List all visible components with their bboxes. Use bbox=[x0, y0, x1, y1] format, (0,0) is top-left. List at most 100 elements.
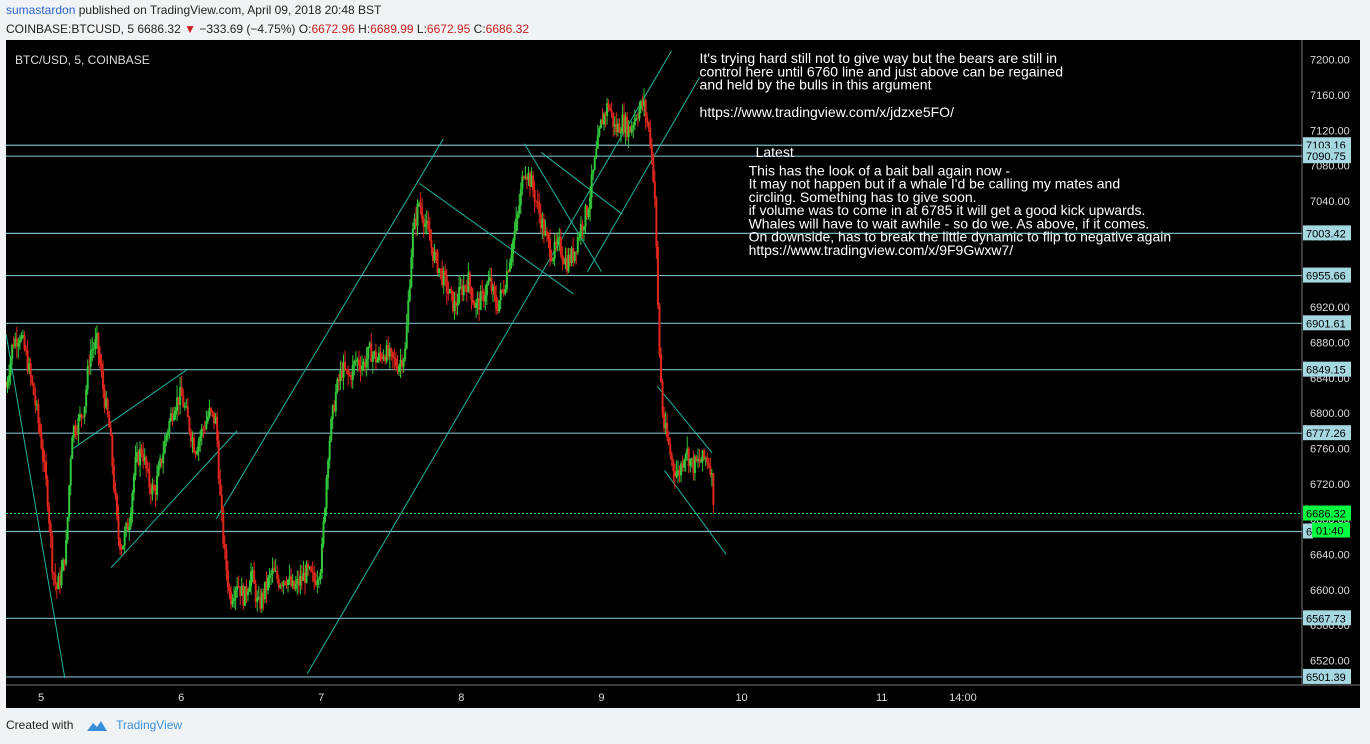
candle-body bbox=[57, 575, 60, 590]
candle-body bbox=[690, 458, 693, 460]
candle-body bbox=[499, 289, 502, 301]
candle-body bbox=[698, 458, 701, 462]
candle-body bbox=[495, 295, 498, 309]
candle-body bbox=[322, 521, 325, 545]
candle-body bbox=[228, 587, 231, 592]
trend-line bbox=[215, 138, 444, 520]
candle-body bbox=[626, 117, 629, 138]
candle-body bbox=[344, 362, 347, 370]
candle-body bbox=[288, 576, 291, 580]
candle-body bbox=[125, 523, 128, 532]
tradingview-logo-icon[interactable] bbox=[85, 719, 109, 733]
candle-body bbox=[38, 422, 41, 434]
candle-body bbox=[106, 399, 109, 415]
candle-body bbox=[34, 394, 37, 406]
candle-body bbox=[525, 176, 528, 180]
candle-body bbox=[78, 414, 81, 418]
candle-body bbox=[707, 463, 710, 466]
candle-body bbox=[186, 406, 189, 418]
candle-body bbox=[299, 575, 302, 586]
candle-body bbox=[535, 201, 538, 203]
y-tick-label: 6760.00 bbox=[1310, 443, 1350, 455]
candle-body bbox=[703, 450, 706, 459]
candle-body bbox=[171, 413, 174, 421]
candle-body bbox=[414, 218, 417, 226]
candle-body bbox=[334, 391, 337, 412]
candle-body bbox=[524, 176, 527, 179]
candle-body bbox=[305, 563, 308, 583]
candle-body bbox=[592, 169, 595, 174]
candle-body bbox=[390, 348, 393, 353]
candle-body bbox=[327, 460, 330, 478]
candle-body bbox=[274, 570, 277, 572]
candle-body bbox=[11, 344, 14, 360]
candle-body bbox=[8, 375, 11, 382]
chart-svg[interactable]: 6520.006560.006600.006640.006680.006720.… bbox=[6, 40, 1360, 708]
candle-body bbox=[374, 351, 377, 363]
candle-body bbox=[425, 220, 428, 224]
candle-body bbox=[471, 299, 474, 304]
tradingview-link[interactable]: TradingView bbox=[116, 718, 183, 732]
candle-body bbox=[154, 489, 157, 495]
candle-body bbox=[290, 576, 293, 586]
candle-body bbox=[313, 572, 316, 582]
candle-body bbox=[103, 389, 106, 408]
candle-body bbox=[541, 218, 544, 229]
y-tick-label: 6880.00 bbox=[1310, 337, 1350, 349]
candle-body bbox=[74, 425, 77, 434]
candle-body bbox=[86, 365, 89, 390]
candle-body bbox=[300, 575, 303, 581]
candle-body bbox=[422, 218, 425, 227]
candle-body bbox=[137, 452, 140, 465]
candle-body bbox=[237, 586, 240, 588]
candle-body bbox=[408, 286, 411, 301]
symbol-header: COINBASE:BTCUSD, 5 6686.32 ▼ −333.69 (−4… bbox=[6, 22, 529, 36]
candle-body bbox=[115, 495, 118, 517]
candle-body bbox=[41, 448, 44, 462]
candle-body bbox=[285, 583, 288, 585]
trend-line bbox=[419, 182, 574, 295]
annotation-text: if volume was to come in at 6785 it will… bbox=[749, 202, 1146, 218]
candle-body bbox=[152, 484, 155, 490]
candle-body bbox=[618, 123, 621, 133]
candle-body bbox=[399, 359, 402, 367]
level-price-tag bbox=[1303, 610, 1351, 626]
candle-body bbox=[109, 427, 112, 436]
candle-body bbox=[356, 359, 359, 362]
trend-line bbox=[664, 470, 727, 555]
candle-body bbox=[632, 125, 635, 128]
candle-body bbox=[223, 543, 226, 549]
candle-body bbox=[646, 117, 649, 123]
y-tick-label: 6640.00 bbox=[1310, 549, 1350, 561]
candle-body bbox=[680, 463, 683, 476]
candle-body bbox=[273, 567, 276, 571]
candle-body bbox=[308, 566, 311, 568]
candle-body bbox=[287, 579, 290, 585]
candle-body bbox=[462, 285, 465, 296]
candle-body bbox=[609, 108, 612, 111]
candle-body bbox=[254, 583, 257, 602]
annotation-text: This has the look of a bait ball again n… bbox=[749, 162, 1011, 178]
candle-body bbox=[712, 473, 715, 505]
candle-body bbox=[701, 450, 704, 462]
candle-body bbox=[267, 577, 270, 591]
candle-body bbox=[704, 458, 707, 460]
candle-body bbox=[89, 350, 92, 367]
candle-body bbox=[357, 359, 360, 366]
author-link[interactable]: sumastardon bbox=[6, 3, 76, 17]
candle-body bbox=[176, 397, 179, 411]
candle-body bbox=[670, 454, 673, 461]
candle-body bbox=[542, 218, 545, 236]
candle-body bbox=[83, 406, 86, 417]
price-chart[interactable]: 6520.006560.006600.006640.006680.006720.… bbox=[6, 40, 1360, 708]
candle-body bbox=[339, 370, 342, 382]
candle-body bbox=[565, 258, 568, 272]
candle-body bbox=[108, 414, 111, 428]
candle-body bbox=[561, 254, 564, 261]
candle-body bbox=[488, 277, 491, 280]
candle-body bbox=[316, 580, 319, 585]
candle-body bbox=[589, 197, 592, 210]
candle-body bbox=[35, 404, 38, 406]
candle-body bbox=[438, 268, 441, 273]
candle-body bbox=[320, 544, 323, 573]
